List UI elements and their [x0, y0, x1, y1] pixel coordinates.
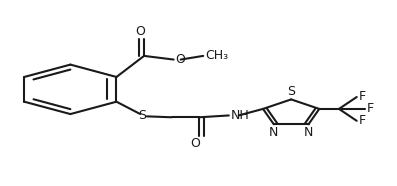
Text: F: F	[358, 114, 366, 127]
Text: N: N	[269, 126, 278, 139]
Text: CH₃: CH₃	[205, 49, 228, 62]
Text: F: F	[366, 102, 374, 115]
Text: N: N	[304, 126, 313, 139]
Text: O: O	[175, 53, 185, 66]
Text: S: S	[138, 109, 146, 122]
Text: O: O	[135, 25, 145, 39]
Text: S: S	[287, 85, 295, 98]
Text: O: O	[191, 137, 200, 150]
Text: NH: NH	[231, 109, 250, 122]
Text: F: F	[358, 91, 366, 103]
